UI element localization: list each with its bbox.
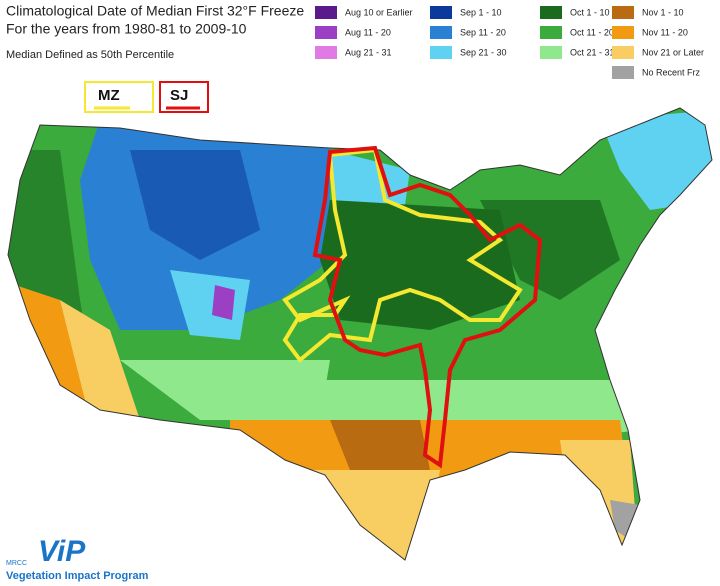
logo-org: MRCC (6, 560, 27, 567)
legend-label: Oct 21 - 31 (570, 47, 615, 57)
legend-swatch (540, 46, 562, 59)
legend-label: Aug 10 or Earlier (345, 7, 413, 17)
legend-swatch (540, 6, 562, 19)
legend-swatch (315, 6, 337, 19)
sj-outline (312, 145, 543, 469)
legend-label: Sep 21 - 30 (460, 47, 507, 57)
legend-swatch (430, 26, 452, 39)
legend-swatch (612, 6, 634, 19)
mz-label: MZ (98, 87, 120, 104)
legend-label: Nov 11 - 20 (642, 27, 688, 37)
legend-label: Nov 21 or Later (642, 47, 704, 57)
note: Median Defined as 50th Percentile (6, 49, 174, 61)
legend-label: Sep 1 - 10 (460, 7, 502, 17)
logo-name: Vegetation Impact Program (6, 570, 149, 582)
title: Climatological Date of Median First 32°F… (6, 3, 304, 19)
legend-label: Oct 1 - 10 (570, 7, 610, 17)
legend-swatch (315, 26, 337, 39)
subtitle: For the years from 1980-81 to 2009-10 (6, 21, 247, 37)
legend-swatch (612, 46, 634, 59)
sj-label: SJ (170, 87, 188, 104)
legend-label: Aug 11 - 20 (345, 27, 391, 37)
legend-swatch (315, 46, 337, 59)
legend-label: Sep 11 - 20 (460, 27, 506, 37)
legend-swatch (540, 26, 562, 39)
logo-mark: ViP (38, 535, 86, 568)
legend-swatch (430, 6, 452, 19)
mz-outline (282, 147, 523, 363)
legend-label: Nov 1 - 10 (642, 7, 684, 17)
legend-label: No Recent Frz (642, 67, 701, 77)
legend-swatch (430, 46, 452, 59)
legend-label: Aug 21 - 31 (345, 47, 392, 57)
legend-label: Oct 11 - 20 (570, 27, 614, 37)
legend: Aug 10 or Earlier Aug 11 - 20 Aug 21 - 31 S… (315, 6, 704, 79)
us-outline (7, 107, 713, 561)
legend-swatch (612, 66, 634, 79)
legend-swatch (612, 26, 634, 39)
